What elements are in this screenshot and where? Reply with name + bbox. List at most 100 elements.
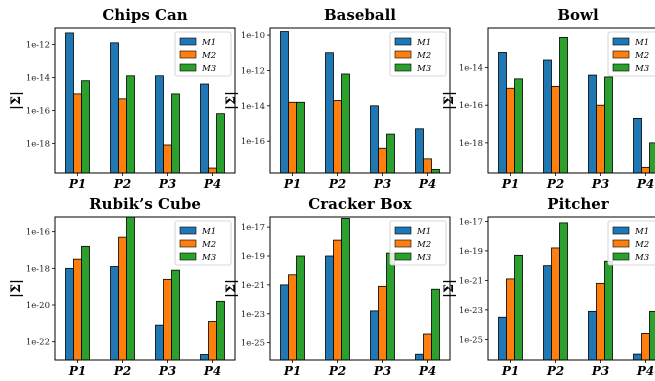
bar-m1-p2: [543, 59, 552, 173]
legend-swatch-m3: [394, 252, 412, 261]
bar-m3-p3: [386, 252, 395, 360]
y-tick-label: 1e-25: [241, 339, 265, 349]
bar-m2-p3: [378, 285, 387, 360]
x-tick-label: P2: [546, 364, 564, 378]
x-tick-label: P3: [158, 364, 176, 378]
panel-rubik-s-cube-legend: M1 M2 M3: [174, 220, 232, 266]
bar-m3-p4: [216, 113, 225, 173]
panel-chips-can: Chips Can |Σ| 1e-12 1e-14 1e-16 1e-18 P1 P2 P3 P4…: [9, 6, 236, 191]
panel-bowl-frame: [487, 27, 655, 174]
y-tick-label: 1e-18: [459, 139, 483, 149]
x-tick-label: P4: [203, 364, 221, 378]
x-tick-label: P3: [591, 364, 609, 378]
bar-m1-p4: [633, 117, 642, 173]
bar-m3-p3: [171, 93, 180, 173]
bar-m1-p1: [65, 32, 74, 173]
panel-chips-can-y-axis-label: |Σ|: [9, 91, 24, 110]
bar-m1-p2: [110, 42, 119, 173]
x-tick-label: P2: [113, 177, 131, 191]
panel-bowl-bars: [498, 37, 655, 173]
bar-m3-p1: [514, 254, 523, 360]
bar-m3-p2: [559, 37, 568, 173]
bar-m2-p2: [118, 236, 127, 360]
legend-swatch-m2: [612, 239, 630, 248]
panel-pitcher-frame: [487, 216, 655, 361]
bar-m2-p4: [423, 333, 432, 360]
y-tick-label: 1e-16: [26, 228, 50, 238]
legend-swatch-m3: [612, 63, 630, 72]
x-tick-label: P3: [591, 177, 609, 191]
x-tick-label: P1: [68, 364, 86, 378]
legend-label-m3: M3: [416, 64, 431, 74]
legend-label-m3: M3: [634, 253, 649, 263]
panel-baseball-legend: M1 M2 M3: [389, 31, 447, 77]
bar-m1-p3: [370, 310, 379, 360]
legend-swatch-m3: [394, 63, 412, 72]
bar-m3-p3: [604, 76, 613, 173]
bar-m2-p4: [641, 166, 650, 173]
bar-m1-p4: [200, 83, 209, 173]
panel-baseball-title: Baseball: [324, 6, 396, 24]
bar-m2-p1: [288, 101, 297, 173]
bar-m3-p4: [431, 288, 440, 360]
panel-rubik-s-cube-bars: [65, 217, 225, 360]
legend-label-m2: M2: [416, 240, 431, 250]
bar-m1-p4: [415, 353, 424, 360]
y-tick-label: 1e-22: [26, 338, 50, 348]
x-tick-label: P1: [283, 364, 301, 378]
bar-m1-p4: [200, 354, 209, 360]
bar-m1-p1: [280, 284, 289, 360]
bar-m2-p3: [163, 278, 172, 360]
bar-m2-p2: [551, 85, 560, 173]
bar-m2-p4: [208, 321, 217, 360]
panel-baseball-frame: [269, 27, 451, 174]
legend-label-m3: M3: [201, 253, 216, 263]
legend-label-m1: M1: [416, 38, 431, 48]
bar-m3-p3: [386, 133, 395, 173]
bar-m3-p2: [341, 218, 350, 360]
y-tick-label: 1e-16: [459, 101, 483, 111]
legend-swatch-m1: [394, 226, 412, 235]
x-tick-label: P4: [203, 177, 221, 191]
panel-rubik-s-cube-y-axis-label: |Σ|: [9, 279, 24, 298]
y-tick-label: 1e-12: [241, 66, 265, 76]
legend-label-m3: M3: [201, 64, 216, 74]
bar-m1-p2: [543, 265, 552, 360]
bar-m2-p3: [596, 282, 605, 360]
bar-m1-p2: [110, 266, 119, 360]
x-tick-label: P2: [328, 177, 346, 191]
legend-swatch-m3: [612, 252, 630, 261]
bar-m1-p4: [633, 353, 642, 360]
y-tick-label: 1e-14: [26, 73, 50, 83]
y-tick-label: 1e-19: [241, 252, 265, 262]
bar-m2-p1: [288, 274, 297, 360]
panel-cracker-box: Cracker Box |Σ| 1e-17 1e-19 1e-21 1e-23 1e-25 P…: [224, 195, 451, 378]
bar-m3-p1: [514, 78, 523, 173]
panel-chips-can-frame: [54, 27, 236, 174]
bar-m3-p3: [171, 269, 180, 360]
legend-swatch-m1: [394, 37, 412, 46]
x-tick-label: P1: [68, 177, 86, 191]
x-tick-label: P4: [418, 364, 436, 378]
legend-swatch-m2: [394, 239, 412, 248]
panel-rubik-s-cube: Rubik’s Cube |Σ| 1e-16 1e-18 1e-20 1e-22 P1 P2 P…: [9, 195, 236, 378]
x-tick-label: P3: [373, 177, 391, 191]
legend-swatch-m2: [179, 50, 197, 59]
legend-swatch-m1: [179, 226, 197, 235]
bar-m1-p3: [588, 74, 597, 173]
legend-swatch-m3: [179, 252, 197, 261]
legend-label-m1: M1: [201, 38, 216, 48]
y-tick-label: 1e-20: [26, 301, 50, 311]
y-tick-label: 1e-12: [26, 40, 50, 50]
panel-cracker-box-legend: M1 M2 M3: [389, 220, 447, 266]
bar-m2-p2: [333, 100, 342, 173]
bar-m2-p2: [551, 247, 560, 360]
bar-m3-p1: [81, 80, 90, 173]
legend-label-m2: M2: [201, 51, 216, 61]
bar-m2-p3: [163, 144, 172, 173]
bar-m2-p3: [596, 104, 605, 173]
panel-pitcher-bars: [498, 222, 655, 360]
panel-bowl-title: Bowl: [557, 6, 599, 24]
x-tick-label: P2: [546, 177, 564, 191]
